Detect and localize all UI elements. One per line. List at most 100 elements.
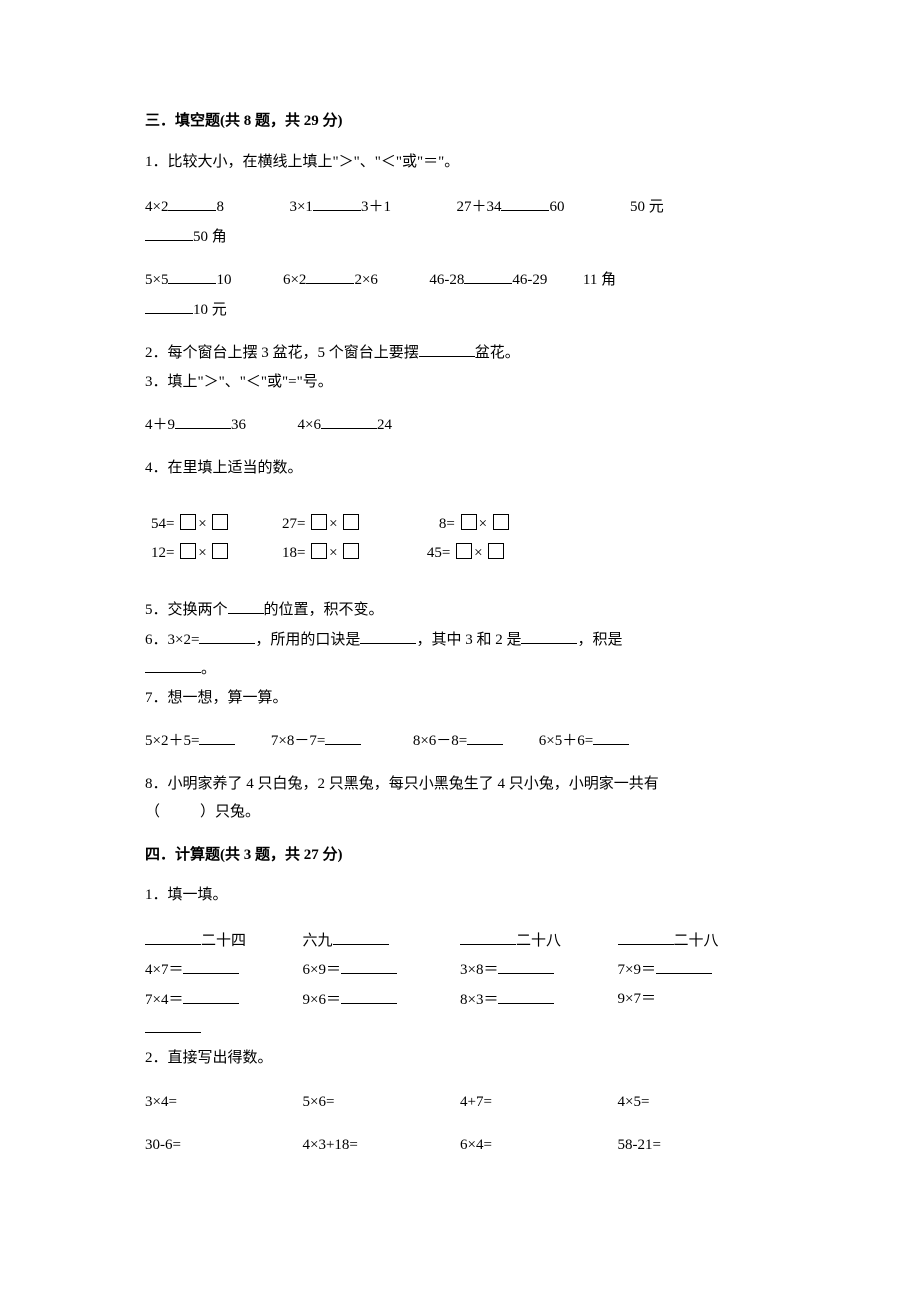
fill-blank[interactable] — [341, 958, 397, 974]
fill-blank[interactable] — [199, 628, 255, 644]
text: ，积是 — [577, 632, 622, 648]
text: 7×8－7= — [271, 733, 325, 749]
fill-blank[interactable] — [145, 225, 193, 241]
fill-blank[interactable] — [168, 195, 216, 211]
fill-blank[interactable] — [228, 598, 264, 614]
text: ，其中 3 和 2 是 — [416, 632, 521, 648]
q3-4-row1: 54= × 27= × 8= × — [151, 513, 775, 536]
q3-6: 6．3×2= ，所用的口诀是 ，其中 3 和 2 是 ，积是 — [145, 628, 775, 652]
q3-1-row1: 4×28 3×13＋1 27＋3460 50 元 — [145, 195, 775, 219]
q3-8a: 8．小明家养了 4 只白兔，2 只黑兔，每只小黑兔生了 4 只小兔，小明家一共有 — [145, 773, 775, 796]
fill-box[interactable] — [212, 543, 228, 559]
section4-heading: 四．计算题(共 3 题，共 27 分) — [145, 844, 775, 867]
text: 。 — [201, 661, 216, 677]
fill-blank[interactable] — [145, 657, 201, 673]
text: 46-29 — [512, 272, 547, 288]
q3-1-row2: 5×510 6×22×6 46-2846-29 11 角 — [145, 268, 775, 292]
q3-5: 5．交换两个的位置，积不变。 — [145, 598, 775, 622]
text: 12= — [151, 545, 174, 561]
text: 30-6= — [145, 1134, 303, 1157]
fill-box[interactable] — [311, 543, 327, 559]
text: 3＋1 — [361, 199, 391, 215]
q3-7-row: 5×2＋5= 7×8－7= 8×6－8= 6×5＋6= — [145, 729, 775, 753]
text: 二十八 — [516, 933, 561, 949]
fill-blank[interactable] — [183, 988, 239, 1004]
text: 9×7＝ — [618, 991, 656, 1007]
fill-blank[interactable] — [618, 929, 674, 945]
text: 6×4= — [460, 1134, 618, 1157]
fill-box[interactable] — [488, 543, 504, 559]
fill-blank[interactable] — [199, 729, 235, 745]
text: 4×2 — [145, 199, 168, 215]
text: 7×9＝ — [618, 962, 656, 978]
fill-box[interactable] — [180, 543, 196, 559]
fill-blank[interactable] — [325, 729, 361, 745]
text: 2×6 — [354, 272, 377, 288]
section3-heading: 三．填空题(共 8 题，共 29 分) — [145, 110, 775, 133]
text: 8×6－8= — [413, 733, 467, 749]
text: 6．3×2= — [145, 632, 199, 648]
q3-4-row2: 12= × 18= × 45= × — [151, 542, 775, 565]
fill-blank[interactable] — [498, 958, 554, 974]
fill-box[interactable] — [311, 514, 327, 530]
text: 3×4= — [145, 1091, 303, 1114]
text: 58-21= — [618, 1134, 776, 1157]
text: 9×6＝ — [303, 992, 341, 1008]
q4-2-row2: 30-6= 4×3+18= 6×4= 58-21= — [145, 1134, 775, 1157]
text: 4×6 — [298, 417, 321, 433]
fill-box[interactable] — [212, 514, 228, 530]
fill-blank[interactable] — [183, 958, 239, 974]
text: 60 — [549, 199, 564, 215]
fill-blank[interactable] — [460, 929, 516, 945]
fill-blank[interactable] — [467, 729, 503, 745]
fill-blank[interactable] — [360, 628, 416, 644]
fill-box[interactable] — [461, 514, 477, 530]
text: 5×5 — [145, 272, 168, 288]
text: 5．交换两个 — [145, 602, 228, 618]
fill-blank[interactable] — [656, 958, 712, 974]
text: ，所用的口诀是 — [255, 632, 360, 648]
fill-blank[interactable] — [464, 268, 512, 284]
fill-blank[interactable] — [341, 988, 397, 1004]
q3-1-row1b: 50 角 — [145, 225, 775, 249]
fill-blank[interactable] — [145, 298, 193, 314]
text: 45= — [427, 545, 450, 561]
fill-blank[interactable] — [501, 195, 549, 211]
text: 六九 — [303, 933, 333, 949]
fill-blank[interactable] — [168, 268, 216, 284]
text: 3×1 — [289, 199, 312, 215]
fill-blank[interactable] — [419, 341, 475, 357]
text: 8×3＝ — [460, 992, 498, 1008]
fill-blank[interactable] — [306, 268, 354, 284]
fill-box[interactable] — [456, 543, 472, 559]
text: 27＋34 — [456, 199, 501, 215]
q4-1-prompt: 1．填一填。 — [145, 884, 775, 907]
fill-box[interactable] — [343, 543, 359, 559]
fill-blank[interactable] — [313, 195, 361, 211]
fill-box[interactable] — [343, 514, 359, 530]
text: 6×9＝ — [303, 962, 341, 978]
text: 4×5= — [618, 1091, 776, 1114]
fill-blank[interactable] — [498, 988, 554, 1004]
fill-blank[interactable] — [333, 929, 389, 945]
q4-1-row2: 4×7＝ 6×9＝ 3×8＝ 7×9＝ — [145, 958, 775, 982]
text: 2．每个窗台上摆 3 盆花，5 个窗台上要摆 — [145, 345, 419, 361]
q3-6b: 。 — [145, 657, 775, 681]
fill-blank[interactable] — [145, 1017, 201, 1033]
fill-blank[interactable] — [145, 929, 201, 945]
fill-blank[interactable] — [521, 628, 577, 644]
text: 24 — [377, 417, 392, 433]
text: 36 — [231, 417, 246, 433]
fill-blank[interactable] — [175, 413, 231, 429]
text: 11 角 — [583, 272, 616, 288]
text: 8= — [439, 516, 455, 532]
fill-blank[interactable] — [321, 413, 377, 429]
q4-2-row1: 3×4= 5×6= 4+7= 4×5= — [145, 1091, 775, 1114]
text: 5×2＋5= — [145, 733, 199, 749]
fill-blank[interactable] — [593, 729, 629, 745]
fill-box[interactable] — [180, 514, 196, 530]
fill-box[interactable] — [493, 514, 509, 530]
text: 50 元 — [630, 199, 664, 215]
text: 6×5＋6= — [539, 733, 593, 749]
text: 3×8＝ — [460, 962, 498, 978]
